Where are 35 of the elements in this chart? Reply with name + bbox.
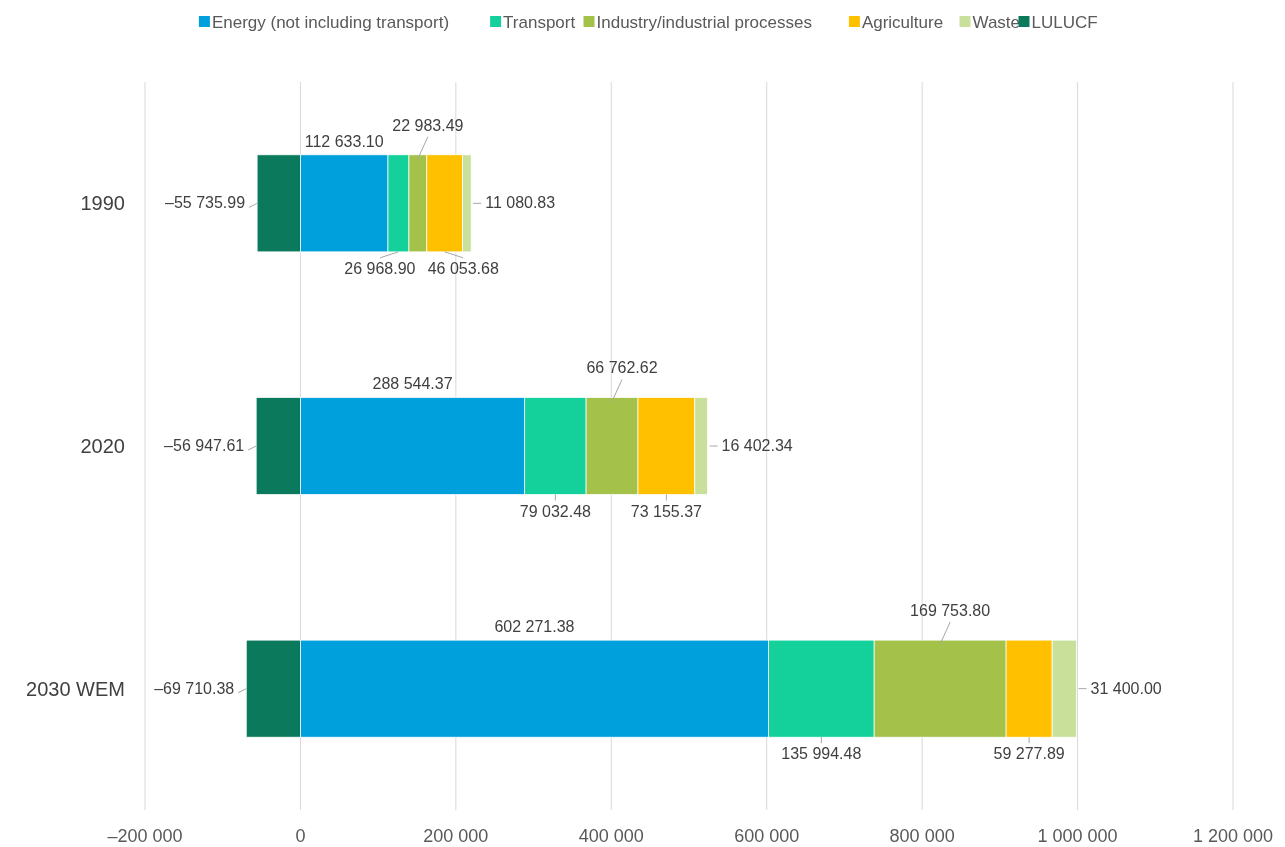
data-label: 66 762.62 [586,359,658,377]
data-label: 73 155.37 [630,502,703,520]
x-tick-label: 1 200 000 [1192,826,1274,846]
data-label: 11 080.83 [485,194,556,212]
legend-label: LULUCF [1031,13,1098,32]
data-label: 22 983.49 [392,116,464,134]
data-label: 16 402.34 [721,437,793,454]
data-label: 602 271.38 [494,618,575,636]
data-label: –55 735.99 [165,194,246,212]
data-label: 46 053.68 [427,259,499,277]
legend-label: Energy (not including transport) [211,13,450,32]
data-label: 59 277.89 [993,745,1065,763]
x-tick-label: 200 000 [423,826,489,846]
legend-label: Industry/industrial processes [596,13,812,32]
data-label: 288 544.37 [372,375,453,393]
data-label: 169 753.80 [910,602,991,620]
x-tick-label: 600 000 [734,826,800,846]
y-tick-label: 1990 [80,192,125,215]
y-tick-label: 2020 [80,435,125,457]
legend-label: Waste [972,13,1021,32]
data-label: 31 400.00 [1090,679,1162,697]
data-label: 26 968.90 [344,259,416,277]
data-label: 135 994.48 [781,745,862,763]
data-label: –69 710.38 [154,679,235,697]
x-tick-label: 1 000 000 [1037,826,1118,846]
data-label: 79 032.48 [519,502,592,520]
y-tick-label: 2030 WEM [26,677,125,700]
x-tick-label: 400 000 [578,826,644,846]
legend-label: Agriculture [861,13,944,32]
x-tick-label: 800 000 [889,826,955,846]
x-tick-label: –200 000 [107,826,183,846]
data-label: –56 947.61 [164,437,245,454]
data-label: 112 633.10 [304,132,384,150]
legend-label: Transport [503,13,576,32]
x-tick-label: 0 [295,826,306,846]
